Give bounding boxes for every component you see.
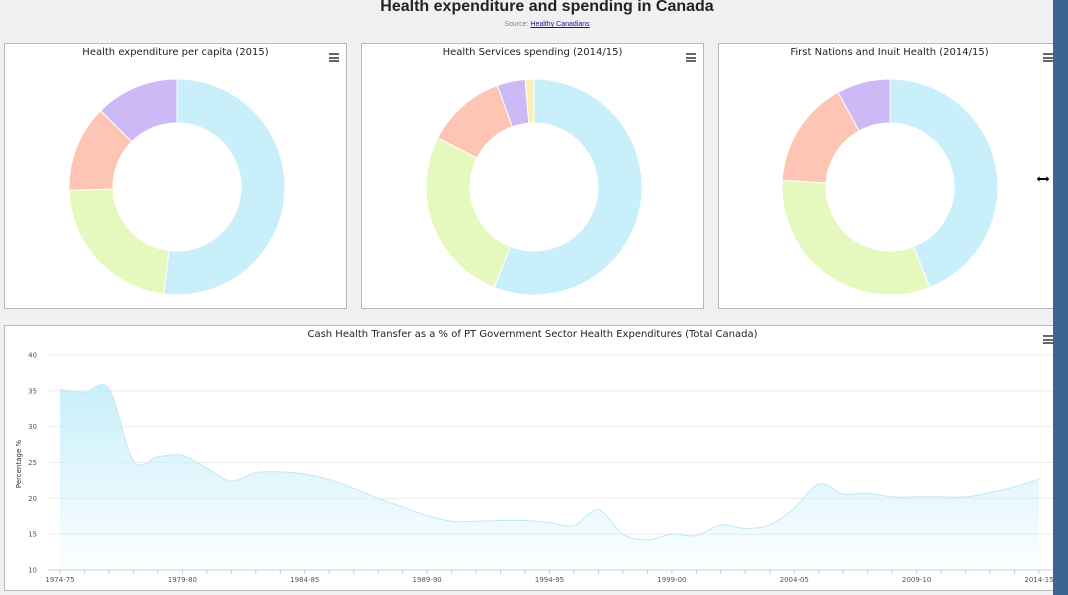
donut-slice[interactable] bbox=[889, 78, 999, 289]
data-point[interactable] bbox=[474, 519, 479, 524]
data-point[interactable] bbox=[131, 459, 136, 464]
data-point[interactable] bbox=[376, 496, 381, 501]
donut-slice[interactable] bbox=[837, 78, 891, 132]
chart-title: Health expenditure per capita (2015) bbox=[82, 47, 269, 58]
y-tick-label: 40 bbox=[28, 352, 37, 360]
area-line bbox=[59, 383, 1040, 541]
x-tick-label: 1984-85 bbox=[290, 576, 319, 584]
x-tick-label: 2009-10 bbox=[902, 576, 931, 584]
data-point[interactable] bbox=[645, 537, 650, 542]
y-tick-label: 20 bbox=[28, 495, 37, 503]
y-tick-label: 30 bbox=[28, 423, 37, 431]
data-point[interactable] bbox=[767, 522, 772, 527]
donut-chart-3 bbox=[781, 78, 999, 296]
data-point[interactable] bbox=[58, 387, 63, 392]
data-point[interactable] bbox=[620, 532, 625, 537]
resize-cursor-icon bbox=[1035, 173, 1051, 185]
page-title: Health expenditure and spending in Canad… bbox=[380, 0, 714, 15]
area-series bbox=[58, 383, 1042, 570]
area-chart: 10 15 20 25 30 35 40 1974-75 1979-80 1984-85 1989… bbox=[15, 352, 1055, 584]
data-point[interactable] bbox=[718, 522, 723, 527]
data-point[interactable] bbox=[82, 390, 87, 395]
data-point[interactable] bbox=[106, 386, 111, 391]
hamburger-menu-icon[interactable] bbox=[1043, 335, 1053, 344]
data-point[interactable] bbox=[1037, 476, 1042, 481]
data-point[interactable] bbox=[1012, 484, 1017, 489]
data-point[interactable] bbox=[792, 506, 797, 511]
y-tick-label: 35 bbox=[28, 387, 37, 395]
donut-slice[interactable] bbox=[781, 179, 931, 296]
data-point[interactable] bbox=[694, 533, 699, 538]
y-tick-label: 15 bbox=[28, 531, 37, 539]
y-tick-label: 10 bbox=[28, 567, 37, 575]
chart-title: Health Services spending (2014/15) bbox=[442, 47, 623, 58]
x-tick-label: 1979-80 bbox=[168, 576, 197, 584]
x-tick-label: 1999-00 bbox=[657, 576, 686, 584]
data-point[interactable] bbox=[669, 532, 674, 537]
source-line: Source: Healthy Canadians bbox=[0, 21, 1068, 28]
data-point[interactable] bbox=[914, 494, 919, 499]
data-point[interactable] bbox=[498, 518, 503, 523]
donut-slice[interactable] bbox=[68, 188, 170, 295]
window-edge bbox=[1053, 0, 1068, 595]
hamburger-menu-icon[interactable] bbox=[1043, 53, 1053, 62]
data-point[interactable] bbox=[939, 494, 944, 499]
data-point[interactable] bbox=[351, 486, 356, 491]
chart-title: First Nations and Inuit Health (2014/15) bbox=[790, 47, 989, 58]
donut-slice[interactable] bbox=[493, 78, 643, 296]
chart-title: Cash Health Transfer as a % of PT Govern… bbox=[307, 329, 758, 340]
area-fill bbox=[60, 384, 1039, 570]
data-point[interactable] bbox=[743, 526, 748, 531]
data-point[interactable] bbox=[400, 504, 405, 509]
data-point[interactable] bbox=[865, 491, 870, 496]
data-point[interactable] bbox=[449, 519, 454, 524]
data-point[interactable] bbox=[988, 490, 993, 495]
chart-panel-cash-health-transfer: Cash Health Transfer as a % of PT Govern… bbox=[4, 325, 1061, 591]
data-point[interactable] bbox=[890, 494, 895, 499]
data-point[interactable] bbox=[425, 513, 430, 518]
x-tick-label: 1994-95 bbox=[535, 576, 564, 584]
data-point[interactable] bbox=[596, 507, 601, 512]
chart-panel-expenditure-per-capita: Health expenditure per capita (2015) bbox=[4, 43, 347, 309]
source-link[interactable]: Healthy Canadians bbox=[530, 21, 590, 28]
x-tick-label: 2004-05 bbox=[780, 576, 809, 584]
x-tick-label: 2014-15 bbox=[1024, 576, 1053, 584]
data-point[interactable] bbox=[278, 469, 283, 474]
x-tick-label: 1974-75 bbox=[45, 576, 74, 584]
y-tick-label: 25 bbox=[28, 459, 37, 467]
data-point[interactable] bbox=[571, 523, 576, 528]
donut-slice[interactable] bbox=[99, 78, 178, 143]
data-point[interactable] bbox=[523, 518, 528, 523]
data-point[interactable] bbox=[155, 454, 160, 459]
x-axis: 1974-75 1979-80 1984-85 1989-90 1994-95 1999-… bbox=[45, 569, 1055, 584]
donut-slice[interactable] bbox=[162, 78, 286, 296]
donut-slice[interactable] bbox=[524, 78, 535, 124]
data-point[interactable] bbox=[204, 466, 209, 471]
data-point[interactable] bbox=[229, 479, 234, 484]
chart-panel-first-nations: First Nations and Inuit Health (2014/15) bbox=[718, 43, 1061, 309]
hamburger-menu-icon[interactable] bbox=[686, 53, 696, 62]
donut-chart-1 bbox=[68, 78, 286, 296]
data-point[interactable] bbox=[180, 453, 185, 458]
y-axis-label: Percentage % bbox=[15, 440, 23, 489]
data-point[interactable] bbox=[302, 471, 307, 476]
data-point[interactable] bbox=[327, 477, 332, 482]
chart-panel-health-services: Health Services spending (2014/15) bbox=[361, 43, 704, 309]
donut-slice[interactable] bbox=[425, 137, 512, 289]
data-point[interactable] bbox=[816, 482, 821, 487]
data-point[interactable] bbox=[841, 492, 846, 497]
donut-chart-2 bbox=[425, 78, 643, 296]
data-point[interactable] bbox=[253, 470, 258, 475]
source-prefix: Source: bbox=[504, 21, 529, 28]
data-point[interactable] bbox=[547, 520, 552, 525]
data-point[interactable] bbox=[963, 494, 968, 499]
x-tick-label: 1989-90 bbox=[413, 576, 442, 584]
y-axis: 10 15 20 25 30 35 40 bbox=[28, 352, 37, 575]
hamburger-menu-icon[interactable] bbox=[329, 53, 339, 62]
